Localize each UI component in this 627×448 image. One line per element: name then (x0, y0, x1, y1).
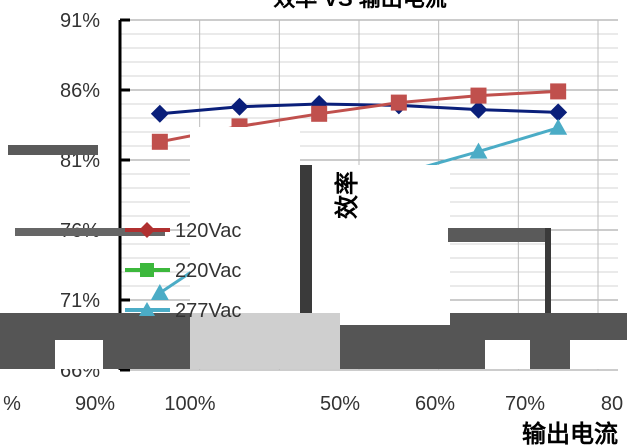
artifact-bar (448, 228, 548, 242)
chart-title: 效率 VS 输出电流 (273, 0, 447, 11)
x-tick-label: 100% (164, 393, 215, 415)
legend-item-220Vac: 220Vac (125, 260, 241, 282)
artifact-bar (300, 165, 312, 325)
artifact-gap (485, 340, 530, 369)
axes: 91%86%81%76%71%66% (60, 10, 130, 382)
series-line (159, 102, 559, 116)
data-point (470, 87, 487, 104)
y-tick-label: 81% (60, 150, 100, 172)
x-tick-label: 60% (415, 393, 455, 415)
legend-label: 220Vac (175, 260, 241, 282)
artifact-bar (8, 145, 98, 155)
x-tick-labels: % 90% 100% 50% 60% 70% 80 (3, 393, 623, 415)
data-point (230, 97, 249, 116)
y-tick-label: 91% (60, 10, 100, 32)
render-artifacts (0, 127, 627, 369)
artifact-bar (15, 228, 165, 236)
artifact-bar (545, 228, 551, 313)
x-tick-label: 70% (505, 393, 545, 415)
legend-label: 277Vac (175, 300, 241, 322)
artifact-panel (190, 127, 300, 317)
legend-label: 120Vac (175, 220, 241, 242)
artifact-panel (300, 165, 450, 325)
legend: 120Vac 220Vac 277Vac (125, 220, 241, 322)
y-tick-label: 71% (60, 290, 100, 312)
data-point (151, 133, 168, 150)
x-tick-label: 80 (601, 393, 623, 415)
legend-marker (139, 302, 155, 316)
x-tick-label: % (3, 393, 21, 415)
data-point (469, 142, 488, 159)
artifact-gap (570, 340, 627, 369)
artifact-gap (55, 340, 103, 369)
data-point (150, 104, 169, 123)
data-point (469, 100, 488, 119)
legend-marker (140, 263, 154, 277)
data-point (311, 105, 328, 122)
data-point (390, 94, 407, 111)
data-point (549, 103, 568, 122)
x-axis-title: 输出电流 (522, 420, 618, 448)
x-tick-label: 90% (75, 393, 115, 415)
data-point (550, 83, 567, 100)
legend-item-120Vac: 120Vac (125, 220, 241, 242)
data-point (150, 284, 169, 300)
y-tick-label: 86% (60, 80, 100, 102)
x-tick-label: 50% (320, 393, 360, 415)
artifact-gap (190, 313, 340, 369)
legend-marker (139, 222, 155, 238)
data-point (549, 118, 568, 135)
legend-item-277Vac: 277Vac (125, 300, 241, 322)
y-axis-title: 效率 (333, 171, 361, 219)
